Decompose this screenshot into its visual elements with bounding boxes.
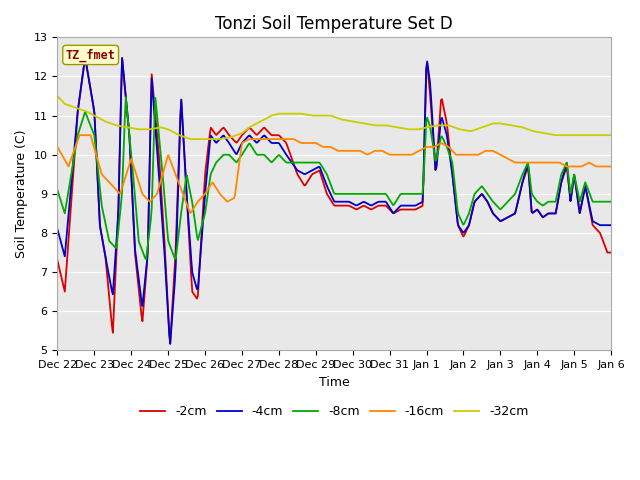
-8cm <box>198 223 205 229</box>
-2cm <box>425 80 433 86</box>
-2cm <box>472 197 480 203</box>
-16cm <box>76 132 83 138</box>
Legend: -2cm, -4cm, -8cm, -16cm, -32cm: -2cm, -4cm, -8cm, -16cm, -32cm <box>135 400 534 423</box>
-4cm <box>306 169 314 175</box>
-16cm <box>198 195 205 201</box>
-4cm <box>81 54 89 60</box>
-32cm <box>305 112 313 118</box>
-16cm <box>306 140 314 146</box>
Title: Tonzi Soil Temperature Set D: Tonzi Soil Temperature Set D <box>216 15 453 33</box>
-8cm <box>381 191 389 197</box>
-16cm <box>472 152 480 157</box>
-32cm <box>424 124 432 130</box>
-8cm <box>306 160 314 166</box>
-4cm <box>425 72 433 78</box>
-4cm <box>54 226 61 232</box>
Line: -16cm: -16cm <box>58 135 611 213</box>
-8cm <box>122 95 130 100</box>
-8cm <box>54 187 61 193</box>
Line: -4cm: -4cm <box>58 57 611 344</box>
-2cm <box>54 257 61 263</box>
-4cm <box>152 137 160 143</box>
-8cm <box>425 120 433 126</box>
-2cm <box>152 123 160 129</box>
-16cm <box>425 144 433 150</box>
-32cm <box>197 136 205 142</box>
-4cm <box>198 237 205 242</box>
-32cm <box>472 127 479 132</box>
-2cm <box>607 250 615 255</box>
-4cm <box>607 222 615 228</box>
-2cm <box>166 340 174 346</box>
Line: -8cm: -8cm <box>58 97 611 259</box>
-16cm <box>54 144 61 150</box>
Line: -32cm: -32cm <box>58 96 611 139</box>
-2cm <box>198 230 205 236</box>
Text: TZ_fmet: TZ_fmet <box>66 48 116 61</box>
-32cm <box>152 125 159 131</box>
-8cm <box>607 199 615 204</box>
-16cm <box>152 192 160 198</box>
-32cm <box>187 136 195 142</box>
-16cm <box>381 150 389 156</box>
-32cm <box>381 122 388 128</box>
-16cm <box>187 210 195 216</box>
-32cm <box>607 132 615 138</box>
-8cm <box>154 115 161 120</box>
-8cm <box>142 256 150 262</box>
-4cm <box>381 199 389 204</box>
X-axis label: Time: Time <box>319 376 349 389</box>
-2cm <box>81 54 89 60</box>
-8cm <box>472 189 480 195</box>
Y-axis label: Soil Temperature (C): Soil Temperature (C) <box>15 130 28 258</box>
Line: -2cm: -2cm <box>58 57 611 343</box>
-2cm <box>306 175 314 181</box>
-32cm <box>54 93 61 99</box>
-16cm <box>607 164 615 169</box>
-2cm <box>381 203 389 208</box>
-4cm <box>166 341 174 347</box>
-4cm <box>472 197 480 203</box>
